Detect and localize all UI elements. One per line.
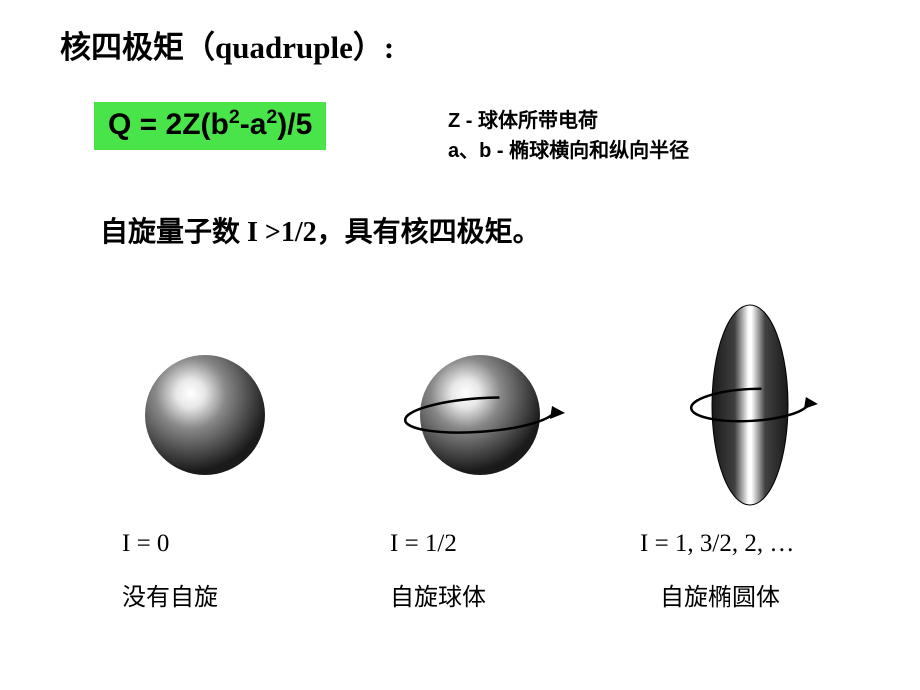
label-i-multi: I = 1, 3/2, 2, … (640, 530, 794, 558)
spin-statement: 自旋量子数 I >1/2，具有核四极矩。 (100, 210, 541, 250)
formula-text: Q = 2Z(b2-a2)/5 (108, 108, 312, 141)
figure-sphere-spin (370, 300, 590, 510)
label-i-half: I = 1/2 (390, 530, 457, 558)
legend-line-2: a、b - 椭球横向和纵向半径 (448, 136, 689, 166)
formula-legend: Z - 球体所带电荷 a、b - 椭球横向和纵向半径 (448, 106, 689, 166)
caption-sphere: 自旋球体 (390, 577, 486, 612)
figure-no-spin (95, 300, 315, 510)
caption-ellipsoid: 自旋椭圆体 (660, 577, 780, 612)
figure-ellipsoid-spin (640, 300, 860, 510)
page-title: 核四极矩（quadruple）: (60, 22, 394, 67)
legend-line-1: Z - 球体所带电荷 (448, 106, 689, 136)
caption-no-spin: 没有自旋 (122, 577, 218, 612)
label-i-0: I = 0 (122, 530, 169, 558)
formula-box: Q = 2Z(b2-a2)/5 (94, 102, 326, 150)
figures-row (0, 300, 920, 510)
